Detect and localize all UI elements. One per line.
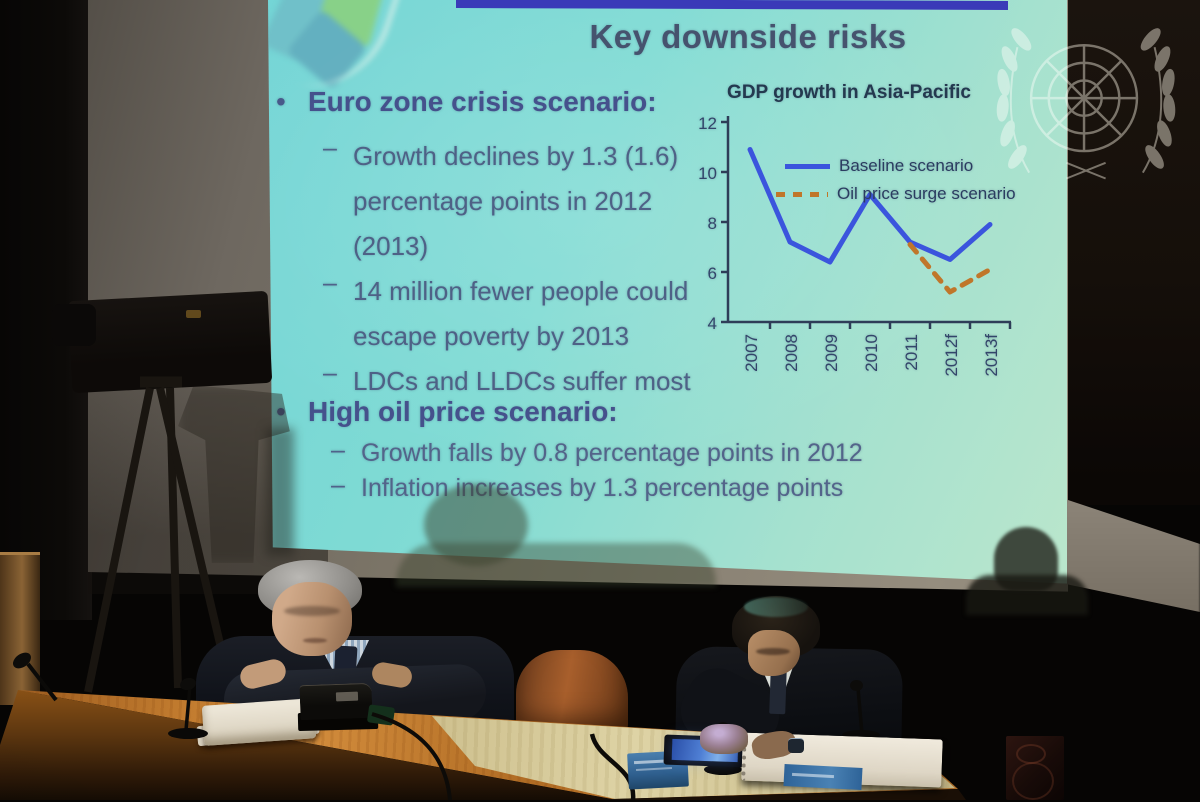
y-tick-label: 4 — [708, 314, 717, 333]
sub-bullet-list: – Growth falls by 0.8 percentage points … — [331, 436, 876, 506]
cables — [371, 712, 636, 800]
oil-surge-line-swatch — [776, 191, 828, 197]
baseline-series-line — [747, 147, 993, 265]
sub-bullet-text: Growth falls by 0.8 percentage points in… — [361, 439, 863, 467]
x-tick-label: 2010 — [862, 334, 881, 372]
gdp-line-chart: GDP growth in Asia-Pacific 4 6 8 10 12 2007 20… — [683, 80, 1016, 398]
legend-label: Oil price surge scenario — [837, 184, 1016, 203]
camera-label — [186, 310, 201, 318]
sub-bullet-text: 14 million fewer people could escape pov… — [353, 276, 689, 351]
legend-item-baseline: Baseline scenario — [785, 156, 973, 176]
dash-marker: – — [323, 359, 337, 387]
un-globe — [1029, 44, 1139, 153]
dash-marker: – — [331, 471, 345, 499]
legend-item-oil-surge: Oil price surge scenario — [776, 184, 1016, 204]
un-emblem-watermark — [996, 28, 1176, 180]
shoulder-shadow-on-slide — [396, 543, 716, 587]
microphone-base — [842, 730, 880, 740]
x-tick-label: 2009 — [822, 334, 841, 372]
speaker-woofer — [1012, 762, 1054, 800]
y-tick-label: 8 — [708, 214, 717, 233]
bullet-heading-row: • Euro zone crisis scenario: — [276, 86, 696, 118]
chart-plot-area: 4 6 8 10 12 2007 2008 2009 2010 2011 2012f 2013f — [698, 114, 1012, 377]
presenter-left-mouth — [303, 638, 327, 643]
y-tick-label: 6 — [708, 264, 717, 283]
bullet-marker: • — [276, 396, 286, 427]
bullet-heading-row: • High oil price scenario: — [276, 396, 876, 428]
dash-marker: – — [323, 134, 337, 162]
slide-edge-shadow — [266, 428, 294, 556]
y-tick-label: 12 — [698, 114, 717, 133]
y-tick-label: 10 — [698, 164, 717, 183]
presenter-left-glasses — [284, 606, 340, 616]
bullet-marker: • — [276, 86, 286, 117]
dark-wall-right — [1064, 0, 1200, 505]
sub-bullet-text: Growth declines by 1.3 (1.6) percentage … — [353, 141, 679, 261]
bullet-heading: High oil price scenario: — [308, 396, 618, 427]
sub-bullet: – 14 million fewer people could escape p… — [323, 269, 696, 359]
x-tick-label: 2008 — [782, 334, 801, 372]
tripod-legs — [84, 387, 229, 693]
projector-hotspot — [268, 0, 1067, 584]
sub-bullet: – Growth falls by 0.8 percentage points … — [331, 436, 876, 471]
slide-title: Key downside risks — [589, 18, 907, 55]
sub-bullet-text: LDCs and LLDCs suffer most — [353, 366, 691, 396]
dash-marker: – — [331, 436, 345, 464]
bullet-section-oil-price: • High oil price scenario: – Growth fall… — [276, 396, 876, 506]
speaker-tweeter — [1016, 744, 1046, 764]
x-tick-label: 2013f — [982, 334, 1001, 377]
oil-surge-series-line — [907, 242, 993, 295]
dash-marker: – — [323, 269, 337, 297]
sub-bullet: – Growth declines by 1.3 (1.6) percentag… — [323, 134, 696, 269]
chart-title: GDP growth in Asia-Pacific — [727, 82, 971, 103]
un-laurel-wreath — [996, 28, 1176, 180]
sub-bullet: – LDCs and LLDCs suffer most — [323, 359, 696, 404]
wood-cabinet — [0, 552, 40, 705]
x-tick-label: 2011 — [902, 334, 921, 371]
bullet-section-euro-zone: • Euro zone crisis scenario: – Growth de… — [276, 86, 696, 404]
bullet-heading: Euro zone crisis scenario: — [308, 86, 657, 117]
microphone-head — [850, 680, 863, 691]
microphone-base — [704, 764, 742, 775]
projected-slide: Key downside risks • Euro zone crisis sc… — [268, 0, 1067, 584]
conference-table-front-right — [612, 789, 966, 800]
presenter-left-face — [272, 582, 352, 656]
wristwatch — [788, 738, 804, 753]
projector-light-on-hair — [744, 597, 808, 617]
head-shadow-on-slide — [424, 484, 528, 566]
baseline-line-swatch — [785, 163, 830, 169]
x-tick-label: 2012f — [942, 334, 961, 377]
shoulder-silhouette-right — [966, 575, 1088, 615]
legend-label: Baseline scenario — [839, 156, 974, 175]
camera-lens — [52, 304, 96, 346]
presenter-right-brow — [756, 648, 790, 655]
microphone-base — [168, 728, 208, 739]
presenter-right-hand-on-tablet — [700, 724, 748, 754]
sub-bullet-list: – Growth declines by 1.3 (1.6) percentag… — [323, 134, 696, 404]
x-tick-label: 2007 — [742, 334, 761, 372]
